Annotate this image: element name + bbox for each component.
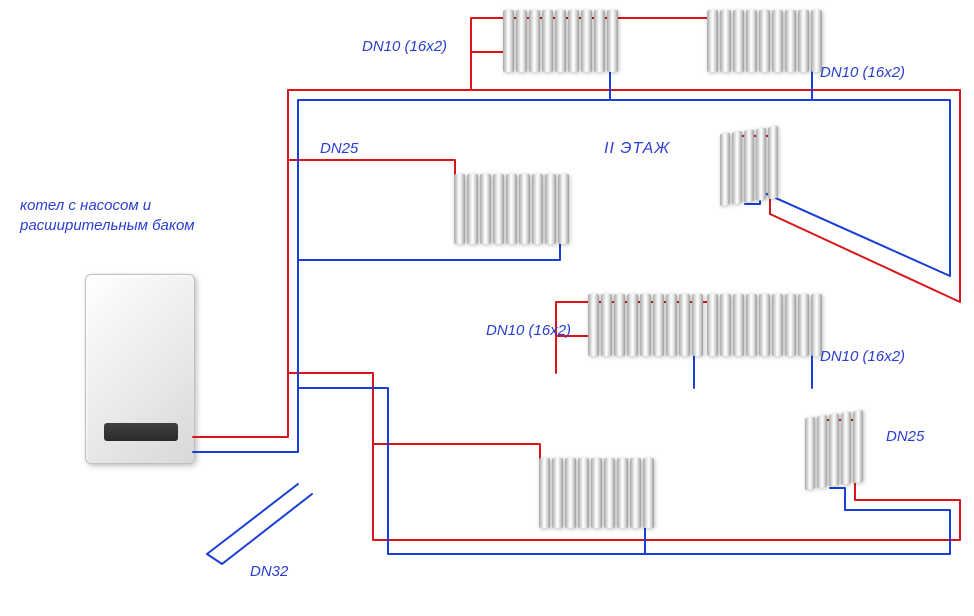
radiator bbox=[707, 10, 822, 72]
radiator bbox=[454, 174, 569, 244]
label-dn25-lower: DN25 bbox=[886, 428, 924, 445]
radiator bbox=[503, 10, 618, 72]
label-dn25-upper: DN25 bbox=[320, 140, 358, 157]
label-dn32: DN32 bbox=[250, 563, 288, 580]
label-dn10-c: DN10 (16x2) bbox=[486, 322, 571, 339]
boiler-label: котел с насосом и расширительным баком bbox=[20, 196, 210, 235]
boiler bbox=[85, 274, 195, 464]
label-dn10-b: DN10 (16x2) bbox=[820, 64, 905, 81]
label-floor2: II ЭТАЖ bbox=[604, 140, 670, 158]
label-dn10-d: DN10 (16x2) bbox=[820, 348, 905, 365]
radiator bbox=[707, 294, 822, 356]
radiator bbox=[539, 458, 654, 528]
radiator bbox=[720, 126, 778, 206]
radiator bbox=[805, 410, 863, 490]
label-dn10-a: DN10 (16x2) bbox=[362, 38, 447, 55]
radiator bbox=[588, 294, 703, 356]
